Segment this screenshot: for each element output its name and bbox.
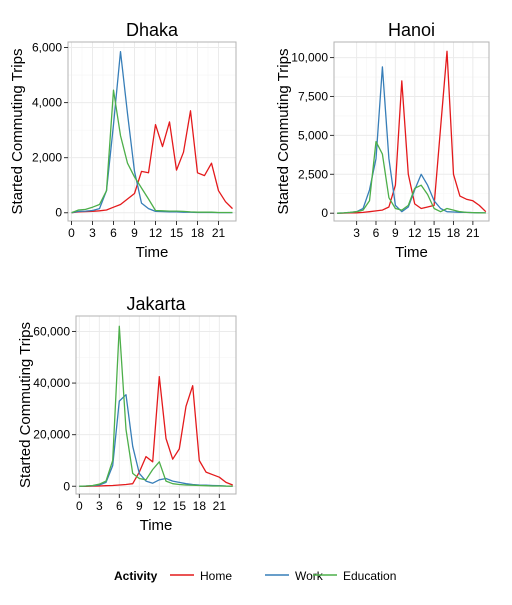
legend-label: Education [343,569,396,583]
x-tick-label: 0 [68,226,75,240]
series-line-education [71,89,233,214]
panel-dhaka: 0 3 6 9 12 15 18 2102,0004,0006,000DhakaTimeSta… [9,20,237,261]
y-axis-title: Started Commuting Trips [9,49,26,215]
legend-item-home: Home [170,569,232,583]
panel-title: Jakarta [126,294,186,314]
y-tick-label: 20,000 [33,428,70,442]
x-tick-label: 3 [353,226,360,240]
series-line-work [71,50,233,214]
panel-border [75,315,237,495]
y-tick-label: 2,500 [298,167,328,181]
y-tick-label: 2,000 [32,151,62,165]
x-axis-title: Time [140,517,173,534]
panel-border [333,41,490,222]
series-line-education [79,325,233,487]
y-tick-label: 0 [63,479,70,493]
y-tick-label: 10,000 [291,51,328,65]
y-tick-label: 0 [321,206,328,220]
x-tick-label: 3 [89,226,96,240]
x-tick-label: 21 [466,226,480,240]
legend-items: Home Work Education [170,569,396,583]
y-tick-label: 7,500 [298,89,328,103]
series-line-home [79,375,233,487]
x-tick-label: 21 [212,226,226,240]
chart-panels: 0 3 6 9 12 15 18 2102,0004,0006,000DhakaTimeSta… [9,20,490,534]
x-tick-label: 9 [392,226,399,240]
y-tick-label: 60,000 [33,324,70,338]
y-tick-label: 40,000 [33,376,70,390]
legend-item-education: Education [313,569,396,583]
legend-item-work: Work [265,569,324,583]
x-tick-label: 18 [193,499,207,513]
y-tick-label: 4,000 [32,96,62,110]
x-tick-label: 15 [173,499,187,513]
x-tick-label: 9 [131,226,138,240]
x-tick-label: 3 [96,499,103,513]
series-line-education [337,140,486,214]
legend-title: Activity [114,569,158,583]
series-line-home [337,50,487,214]
panel-title: Dhaka [126,20,179,40]
legend-label: Work [295,569,324,583]
x-tick-label: 12 [153,499,167,513]
x-tick-label: 12 [149,226,163,240]
y-tick-label: 5,000 [298,128,328,142]
x-tick-label: 6 [373,226,380,240]
x-tick-label: 6 [116,499,123,513]
x-axis-title: Time [136,244,169,261]
x-tick-label: 6 [110,226,117,240]
y-axis-title: Started Commuting Trips [275,49,292,215]
x-tick-label: 0 [76,499,83,513]
x-tick-label: 15 [170,226,184,240]
x-tick-label: 9 [136,499,143,513]
x-tick-label: 18 [191,226,205,240]
panel-jakarta: 0 3 6 9 12 15 18 21020,00040,00060,000JakartaTi… [17,294,237,534]
series-line-home [71,110,233,214]
x-tick-label: 18 [447,226,461,240]
legend-label: Home [200,569,232,583]
panel-border [67,41,237,222]
series-line-work [79,394,233,487]
y-tick-label: 0 [55,206,62,220]
panel-title: Hanoi [388,20,435,40]
panel-hanoi: 3 6 9 12 15 18 21 0 2,500 5,000 7,500 10,000 Hanoi Ti… [275,20,490,261]
x-tick-label: 12 [408,226,422,240]
x-tick-label: 15 [427,226,441,240]
y-tick-label: 6,000 [32,41,62,55]
legend: Activity Home Work Education [114,569,396,583]
y-axis-title: Started Commuting Trips [17,322,34,488]
x-tick-label: 21 [213,499,227,513]
x-axis-title: Time [395,244,428,261]
